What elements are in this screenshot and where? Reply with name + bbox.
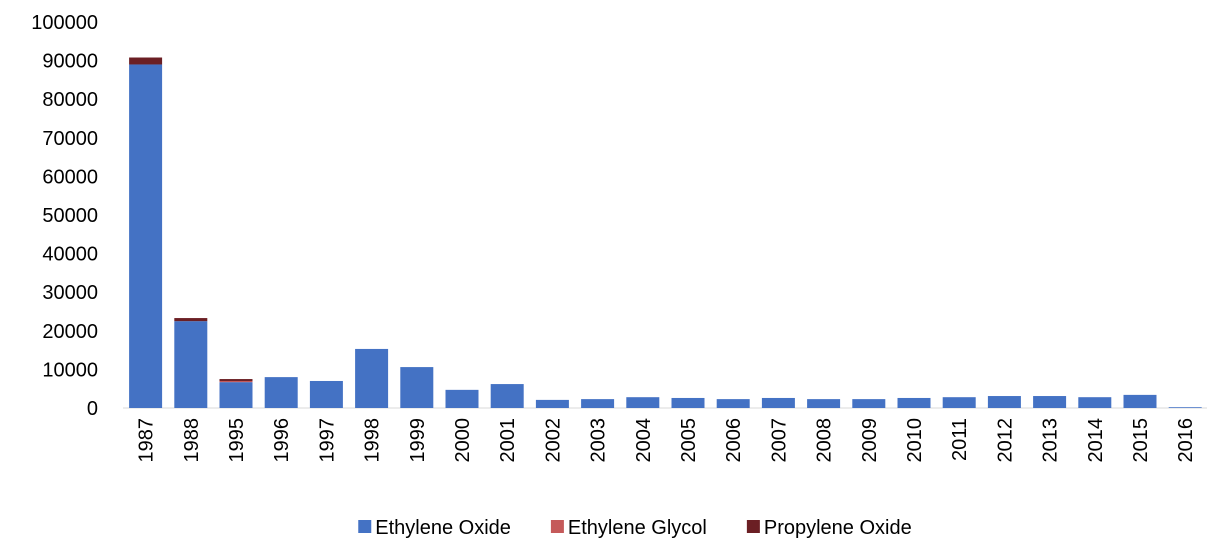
y-tick-label: 60000 xyxy=(42,166,98,188)
x-tick-label: 1997 xyxy=(316,418,338,463)
x-tick-label: 2009 xyxy=(859,418,881,463)
legend-swatch xyxy=(358,520,372,533)
bar xyxy=(490,384,524,408)
bar xyxy=(219,382,253,408)
x-tick-label: 2001 xyxy=(497,418,519,463)
x-tick-label: 2003 xyxy=(588,418,610,463)
x-tick-label: 2011 xyxy=(949,418,971,461)
x-tick-label: 2007 xyxy=(768,418,790,463)
x-tick-label: 2002 xyxy=(542,418,564,463)
bar xyxy=(852,399,886,408)
bar xyxy=(716,399,750,408)
y-tick-label: 30000 xyxy=(42,282,98,304)
bar xyxy=(174,321,208,408)
bar xyxy=(535,399,569,408)
y-tick-label: 40000 xyxy=(42,244,98,266)
legend-swatch xyxy=(550,520,564,533)
bar xyxy=(219,379,253,381)
legend-swatch xyxy=(746,520,760,533)
bar xyxy=(761,397,795,408)
x-tick-label: 1996 xyxy=(271,418,293,463)
x-tick-label: 2013 xyxy=(1040,418,1062,463)
bar xyxy=(897,397,931,408)
x-tick-label: 2010 xyxy=(904,418,926,463)
bar xyxy=(445,389,479,408)
y-tick-label: 10000 xyxy=(42,359,98,381)
x-tick-label: 1998 xyxy=(362,418,384,463)
y-tick-label: 90000 xyxy=(42,51,98,73)
y-tick-label: 50000 xyxy=(42,205,98,227)
x-tick-label: 1987 xyxy=(136,418,158,463)
bar xyxy=(807,399,841,408)
legend-label: Ethylene Oxide xyxy=(375,517,511,539)
legend: Ethylene Oxide Ethylene Glycol Propylene O… xyxy=(358,517,912,539)
x-tick-label: 2008 xyxy=(814,418,836,463)
legend-label: Ethylene Glycol xyxy=(568,517,707,539)
x-tick-label: 2004 xyxy=(633,418,655,463)
y-tick-label: 80000 xyxy=(42,89,98,111)
x-tick-label: 2006 xyxy=(723,418,745,463)
bar xyxy=(1078,397,1112,408)
y-tick-label: 20000 xyxy=(42,321,98,343)
bar xyxy=(1168,407,1202,408)
bar xyxy=(264,377,298,408)
bar xyxy=(309,380,343,408)
bar xyxy=(1033,396,1067,408)
bar xyxy=(129,57,163,65)
x-tick-label: 1988 xyxy=(181,418,203,463)
bar xyxy=(1123,394,1157,408)
x-tick-label: 1995 xyxy=(226,418,248,463)
bar xyxy=(942,397,976,408)
bar xyxy=(626,397,660,408)
bar xyxy=(987,396,1021,408)
x-tick-label: 2005 xyxy=(678,418,700,463)
y-tick-label: 70000 xyxy=(42,128,98,150)
x-tick-label: 2016 xyxy=(1175,418,1197,463)
bar xyxy=(355,348,389,408)
x-tick-label: 2015 xyxy=(1130,418,1152,463)
x-tick-label: 2014 xyxy=(1085,418,1107,463)
bar xyxy=(400,367,434,408)
x-tick-label: 2012 xyxy=(994,418,1016,463)
legend-label: Propylene Oxide xyxy=(764,517,912,539)
bar xyxy=(671,397,705,408)
y-tick-label: 0 xyxy=(87,398,98,420)
bar xyxy=(219,380,253,383)
x-tick-label: 1999 xyxy=(407,418,429,463)
bar xyxy=(174,318,208,322)
bar xyxy=(581,399,615,408)
bar xyxy=(129,64,163,409)
x-tick-label: 2000 xyxy=(452,418,474,463)
y-tick-label: 100000 xyxy=(31,12,98,34)
